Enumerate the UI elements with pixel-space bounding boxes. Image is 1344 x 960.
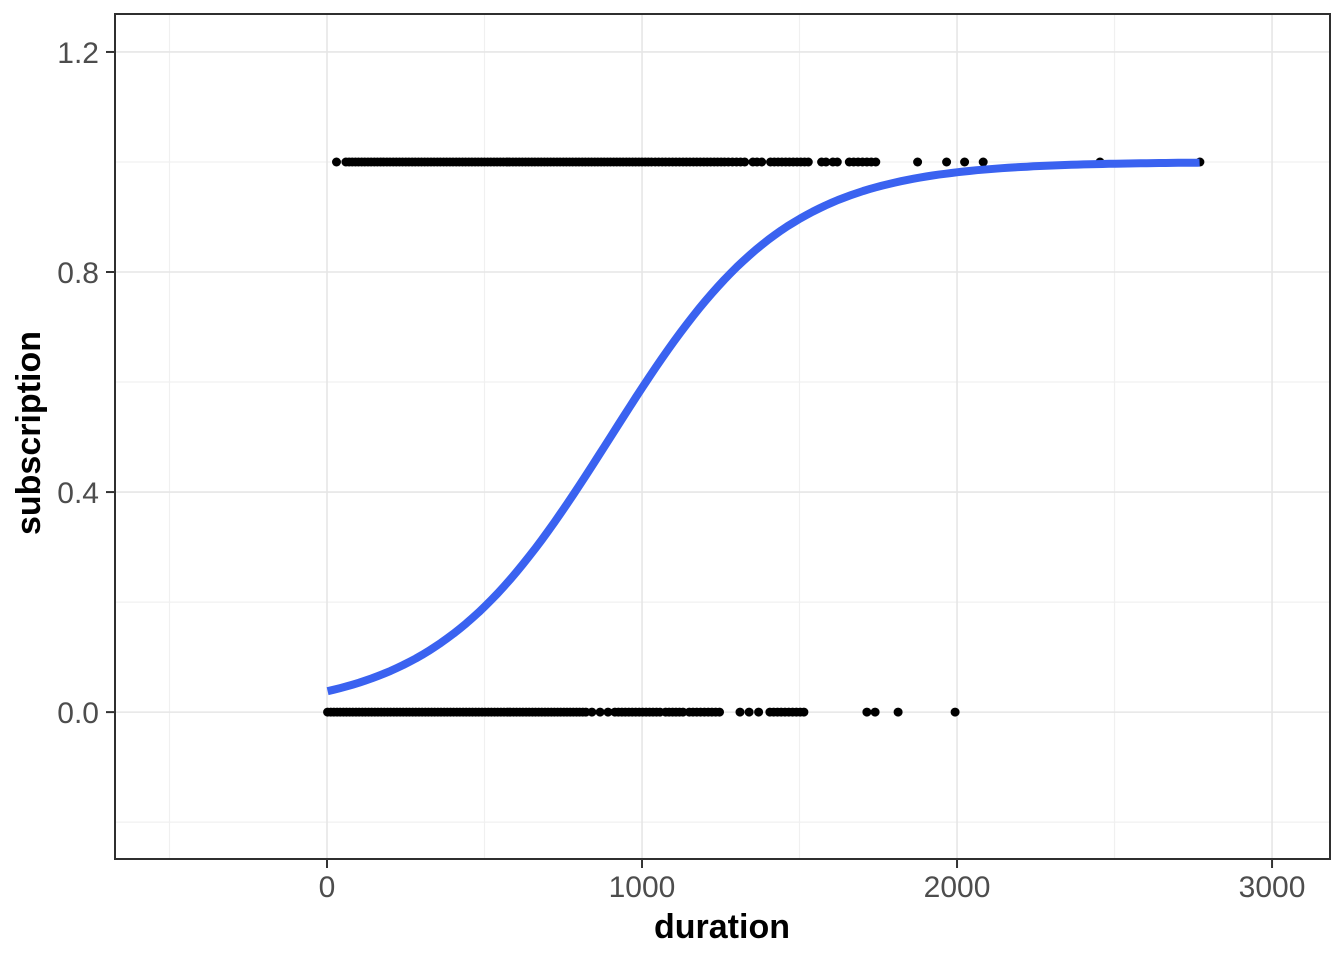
data-point — [603, 707, 613, 717]
data-point — [595, 707, 605, 717]
panel-border-rect — [114, 13, 1331, 860]
y-tick-label: 1.2 — [57, 37, 99, 70]
data-point — [870, 707, 880, 717]
data-point — [913, 157, 923, 167]
x-tick-label: 0 — [319, 871, 336, 904]
data-point — [862, 707, 872, 717]
x-tick-label: 1000 — [609, 871, 676, 904]
y-tick-label: 0.0 — [57, 697, 99, 730]
logistic-fit-curve — [326, 158, 1202, 696]
x-tick-label: 2000 — [924, 871, 991, 904]
x-axis-title: duration — [654, 908, 790, 946]
data-point — [678, 707, 688, 717]
axis-tick-labels: 0 1000 2000 3000 0.0 0.4 0.8 1.2 — [57, 37, 1305, 904]
x-tick-label: 3000 — [1239, 871, 1306, 904]
data-point — [332, 157, 341, 167]
panel-border — [114, 13, 1331, 860]
data-point — [950, 707, 960, 717]
data-point — [740, 157, 750, 167]
y-tick-label: 0.8 — [57, 257, 99, 290]
data-point — [803, 157, 813, 167]
data-point — [757, 157, 767, 167]
data-point — [754, 707, 764, 717]
grid-minor-lines — [115, 14, 1330, 859]
fit-curve — [326, 158, 1202, 696]
data-point — [799, 707, 809, 717]
data-point — [715, 707, 724, 717]
panel-background-rect — [115, 14, 1330, 859]
data-point — [942, 157, 952, 167]
data-point — [821, 157, 831, 167]
y-tick-label: 0.4 — [57, 477, 99, 510]
data-point — [744, 707, 754, 717]
data-point — [978, 157, 988, 167]
data-point — [960, 157, 970, 167]
axis-tick-marks — [106, 50, 1274, 868]
y-axis-title: subscription — [10, 331, 48, 535]
scatter-points — [323, 157, 1205, 717]
data-point — [832, 157, 842, 167]
panel-background — [115, 14, 1330, 859]
data-point — [871, 157, 881, 167]
data-point — [893, 707, 903, 717]
data-point — [587, 707, 597, 717]
data-point — [735, 707, 745, 717]
